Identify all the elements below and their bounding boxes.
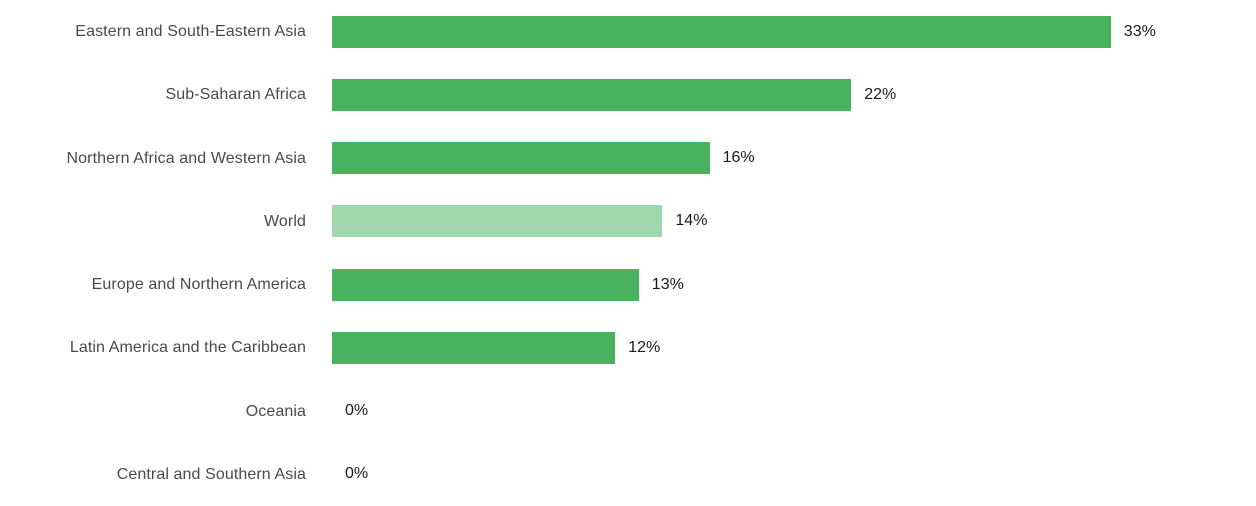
category-label: Central and Southern Asia [116,465,306,483]
bar-track: 0% [332,443,1256,506]
value-label: 12% [628,338,661,356]
bar [332,205,663,238]
bar [332,331,616,364]
bar-track: 12% [332,316,1256,379]
value-label: 0% [345,465,369,483]
bar [332,15,1111,48]
value-label: 0% [345,402,369,420]
bar-row: Central and Southern Asia 0% [0,443,1256,506]
bar-row: Eastern and South-Eastern Asia 33% [0,0,1256,63]
category-label: Northern Africa and Western Asia [66,149,306,167]
bar-row: Latin America and the Caribbean 12% [0,316,1256,379]
value-label: 14% [675,212,708,230]
bar-track: 0% [332,380,1256,443]
bar-row: Oceania 0% [0,380,1256,443]
category-label: Oceania [245,402,306,420]
value-label: 33% [1123,22,1156,40]
bar [332,268,639,301]
category-label: Latin America and the Caribbean [69,339,306,357]
category-label: World [264,212,306,230]
category-label: Sub-Saharan Africa [165,86,306,104]
category-label: Europe and Northern America [91,276,306,294]
bar-track: 16% [332,127,1256,190]
bar-row: Sub-Saharan Africa 22% [0,63,1256,126]
bar [332,78,852,111]
bar-row: Europe and Northern America 13% [0,253,1256,316]
category-label: Eastern and South-Eastern Asia [75,23,306,41]
bar [332,142,710,175]
bar-row: World 14% [0,190,1256,253]
bar-row: Northern Africa and Western Asia 16% [0,127,1256,190]
value-label: 13% [651,275,684,293]
bar-track: 14% [332,190,1256,253]
bar-track: 33% [332,0,1256,63]
bar-track: 22% [332,63,1256,126]
value-label: 22% [864,85,897,103]
bar-track: 13% [332,253,1256,316]
value-label: 16% [722,149,755,167]
